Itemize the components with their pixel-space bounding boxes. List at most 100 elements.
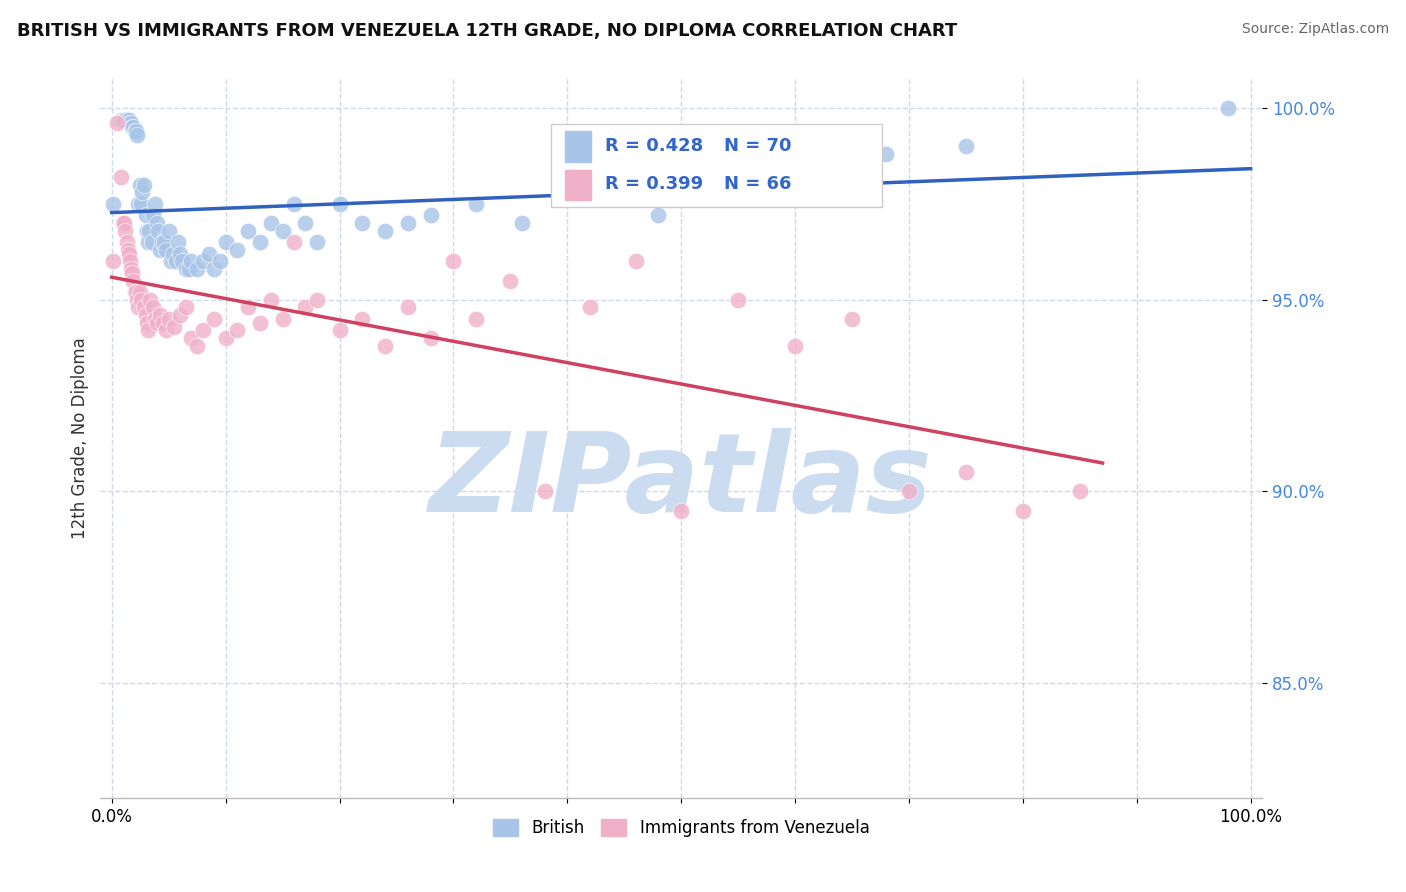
Point — [110, 170, 132, 185]
Point — [107, 116, 129, 130]
Point — [624, 254, 647, 268]
Point — [112, 112, 135, 127]
Point — [118, 116, 141, 130]
Point — [110, 112, 132, 127]
Point — [197, 247, 219, 261]
Point — [131, 293, 153, 307]
Point — [112, 112, 135, 127]
Point — [226, 243, 249, 257]
Point — [162, 247, 184, 261]
Point — [115, 235, 138, 250]
Point — [146, 316, 169, 330]
Point — [716, 159, 738, 173]
Legend: British, Immigrants from Venezuela: British, Immigrants from Venezuela — [486, 813, 876, 844]
Point — [214, 331, 236, 345]
Point — [124, 124, 146, 138]
Point — [132, 178, 155, 192]
Point — [124, 285, 146, 299]
Point — [352, 216, 374, 230]
Point — [166, 235, 188, 250]
Point — [226, 323, 249, 337]
Point — [157, 312, 180, 326]
Point — [191, 323, 214, 337]
Point — [305, 235, 328, 250]
Bar — [565, 131, 591, 161]
Point — [396, 216, 419, 230]
Point — [136, 224, 159, 238]
Text: Source: ZipAtlas.com: Source: ZipAtlas.com — [1241, 22, 1389, 37]
Point — [510, 216, 533, 230]
Point — [191, 254, 214, 268]
Point — [143, 312, 166, 326]
Point — [180, 254, 202, 268]
Point — [955, 139, 977, 153]
Point — [533, 484, 555, 499]
Point — [727, 293, 749, 307]
Point — [352, 312, 374, 326]
Point — [117, 112, 139, 127]
Point — [121, 120, 143, 135]
Point — [271, 312, 294, 326]
Point — [153, 235, 176, 250]
Point — [441, 254, 464, 268]
Point — [579, 301, 602, 315]
Y-axis label: 12th Grade, No Diploma: 12th Grade, No Diploma — [72, 337, 89, 539]
Point — [127, 197, 149, 211]
Point — [117, 243, 139, 257]
Point — [186, 339, 208, 353]
Point — [139, 293, 162, 307]
Point — [155, 323, 177, 337]
Point — [155, 243, 177, 257]
Point — [1012, 503, 1035, 517]
Point — [294, 216, 316, 230]
Point — [202, 262, 225, 277]
Point — [118, 254, 141, 268]
Point — [783, 186, 806, 200]
Point — [249, 235, 271, 250]
Point — [841, 312, 863, 326]
Point — [186, 262, 208, 277]
Text: ZIPatlas: ZIPatlas — [429, 427, 934, 534]
Point — [271, 224, 294, 238]
Point — [118, 112, 141, 127]
Point — [118, 247, 141, 261]
Point — [579, 178, 602, 192]
Point — [260, 216, 283, 230]
Point — [374, 224, 396, 238]
Point — [125, 128, 148, 142]
Point — [129, 285, 152, 299]
Point — [465, 197, 488, 211]
Point — [124, 285, 146, 299]
Point — [875, 147, 897, 161]
Point — [114, 112, 136, 127]
Point — [121, 266, 143, 280]
Point — [283, 197, 305, 211]
Point — [132, 301, 155, 315]
Point — [152, 316, 174, 330]
Point — [138, 224, 160, 238]
Point — [169, 308, 191, 322]
Point — [169, 247, 191, 261]
Point — [124, 124, 146, 138]
Point — [148, 224, 170, 238]
Point — [146, 216, 169, 230]
Point — [305, 293, 328, 307]
Point — [122, 274, 145, 288]
Text: R = 0.399: R = 0.399 — [605, 175, 703, 193]
Point — [180, 331, 202, 345]
Point — [174, 262, 197, 277]
Point — [294, 301, 316, 315]
Point — [125, 293, 148, 307]
Point — [499, 274, 522, 288]
Point — [172, 254, 194, 268]
Point — [131, 186, 153, 200]
Point — [179, 262, 201, 277]
Point — [396, 301, 419, 315]
Text: N = 66: N = 66 — [724, 175, 792, 193]
Point — [135, 308, 157, 322]
Point — [897, 484, 920, 499]
Point — [647, 209, 669, 223]
Point — [135, 209, 157, 223]
FancyBboxPatch shape — [551, 124, 882, 207]
Text: R = 0.428: R = 0.428 — [605, 136, 703, 155]
